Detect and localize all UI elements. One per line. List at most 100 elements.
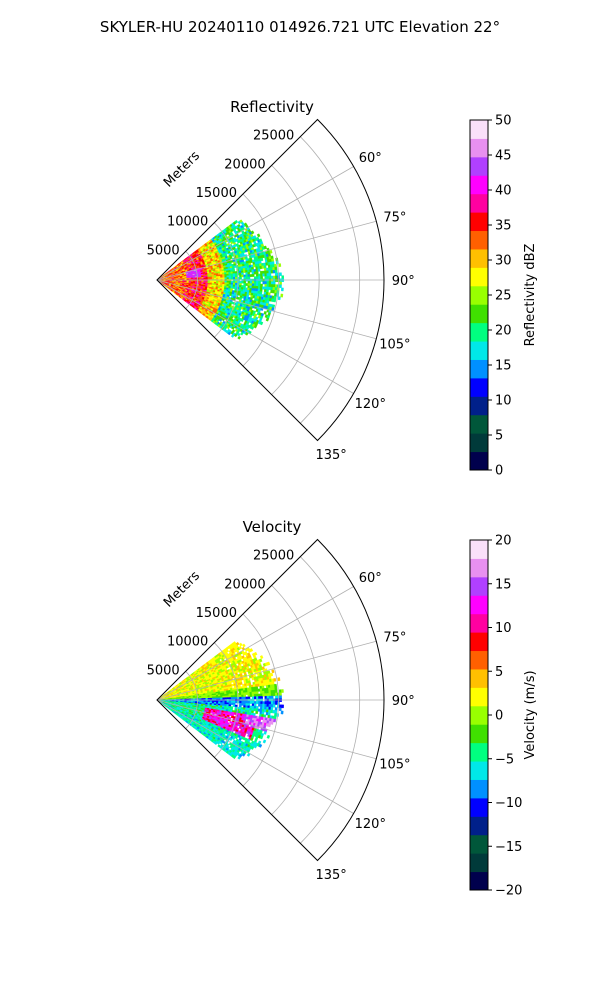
radar-gate (255, 283, 259, 287)
colorbar-tick-label: 45 (495, 149, 512, 164)
radar-gate (264, 281, 268, 285)
velocity-panel: Velocity50001000015000200002500060°75°90… (147, 518, 538, 899)
radar-gate (232, 275, 236, 278)
radar-gate (237, 335, 242, 340)
radar-gate (266, 273, 270, 277)
radar-gate (224, 275, 228, 278)
colorbar-swatch (470, 175, 488, 195)
radar-gate (260, 276, 263, 280)
range-tick-label: 10000 (167, 215, 208, 230)
colorbar-tick-label: 40 (495, 184, 512, 199)
radar-gate (227, 331, 232, 336)
radar-gate (243, 276, 247, 280)
radar-gate (245, 276, 249, 280)
radar-gate (264, 275, 268, 280)
colorbar-tick-label: 10 (495, 394, 512, 409)
radar-gate (239, 280, 242, 284)
radar-gate (239, 682, 243, 685)
radar-gate (239, 282, 242, 286)
radar-gate (280, 293, 284, 298)
radar-gate (253, 283, 257, 287)
radar-gate (247, 696, 251, 700)
colorbar-tick-label: 0 (495, 464, 503, 479)
radar-gate (226, 695, 230, 698)
radar-gate (266, 289, 269, 293)
radar-gate (260, 283, 263, 287)
radar-gate (233, 333, 238, 338)
radar-gate (241, 274, 244, 278)
radar-gate (256, 276, 259, 280)
radar-gate (224, 695, 228, 698)
radar-gate (240, 318, 244, 322)
radar-gate (254, 276, 257, 280)
azimuth-tick-label: 75° (383, 210, 406, 225)
radar-gate (241, 272, 244, 276)
radar-gate (234, 695, 238, 698)
radar-gate (213, 697, 217, 700)
radar-gate (258, 283, 261, 287)
colorbar-swatch (470, 322, 488, 342)
radar-gate (249, 283, 253, 287)
colorbar-swatch (470, 156, 488, 176)
radar-gate (230, 275, 234, 278)
radar-data-layer (158, 219, 284, 340)
radar-gate (245, 701, 249, 704)
colorbar-swatch (470, 230, 488, 250)
radar-gate (230, 700, 234, 704)
radar-gate (271, 307, 275, 312)
radar-gate (263, 265, 267, 269)
panel-title: Velocity (243, 518, 302, 536)
azimuth-tick-label: 105° (379, 338, 410, 353)
radar-gate (247, 274, 251, 278)
colorbar-tick-label: 35 (495, 219, 512, 234)
radar-gate (266, 281, 270, 285)
range-tick-label: 25000 (253, 129, 294, 144)
radar-gate (230, 697, 234, 700)
radar-gate (249, 281, 253, 284)
radar-gate (224, 697, 228, 700)
colorbar-swatch (470, 193, 488, 213)
radar-gate (232, 277, 236, 280)
colorbar-swatch (470, 267, 488, 287)
radar-gate (281, 275, 284, 279)
colorbar-swatch (470, 120, 488, 139)
radar-gate (268, 281, 272, 285)
colorbar-label: Reflectivity dBZ (523, 244, 538, 347)
radar-gate (230, 277, 234, 280)
radar-gate (230, 280, 234, 284)
radar-gate (267, 292, 271, 296)
radar-gate (224, 277, 228, 280)
radar-data-layer (158, 641, 284, 760)
radar-gate (239, 694, 242, 698)
azimuth-tick-label: 120° (355, 397, 386, 412)
radar-gate (251, 274, 255, 277)
radar-gate (260, 273, 263, 277)
radar-gate (247, 271, 251, 275)
radar-gate (262, 281, 266, 285)
azimuth-tick-label: 90° (392, 274, 415, 289)
radar-gate (247, 283, 251, 287)
radar-gate (254, 281, 257, 285)
colorbar-tick-label: 25 (495, 289, 512, 304)
radar-gate (279, 281, 282, 285)
radar-gate (235, 280, 238, 284)
radar-gate (241, 696, 244, 700)
radar-gate (266, 275, 270, 280)
colorbar-swatch (470, 377, 488, 397)
radar-gate (220, 277, 223, 280)
panel-title: Reflectivity (230, 98, 314, 116)
radar-gate (263, 311, 267, 315)
azimuth-tick-label: 135° (315, 448, 346, 463)
radar-gate (278, 263, 282, 267)
radar-gate (245, 692, 249, 695)
radar-gate (239, 272, 242, 276)
radar-gate (258, 273, 261, 277)
radar-gate (274, 272, 278, 277)
radar-gate (218, 277, 221, 280)
colorbar-swatch (470, 248, 488, 268)
radar-gate (232, 704, 236, 708)
radar-gate (232, 700, 236, 704)
radar-gate (269, 249, 273, 254)
radar-gate (256, 273, 259, 277)
radar-gate (243, 692, 246, 696)
